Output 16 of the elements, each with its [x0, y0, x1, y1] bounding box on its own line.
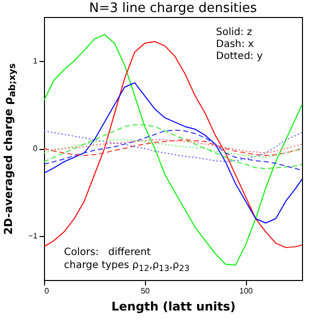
- annotation: Solid: z: [216, 27, 252, 39]
- annotation: charge types ρ$_{12}$,ρ$_{13}$,ρ$_{23}$: [64, 260, 190, 274]
- y-tick-label: 0: [33, 144, 38, 153]
- x-tick-label: 100: [239, 286, 254, 296]
- line-series: [44, 130, 302, 162]
- x-axis-title: Length (latt units): [111, 300, 236, 314]
- y-tick-label: 1: [33, 56, 38, 66]
- annotation: Dotted: y: [216, 51, 263, 63]
- line-series: [44, 139, 302, 154]
- y-tick-label: −1: [28, 232, 38, 241]
- chart-title: N=3 line charge densities: [89, 1, 258, 16]
- x-tick-label: 50: [140, 286, 150, 296]
- annotation: Colors: different: [64, 247, 151, 259]
- annotation: Dash: x: [216, 39, 254, 51]
- x-tick-label: 0: [44, 286, 50, 296]
- line-series: [44, 82, 302, 224]
